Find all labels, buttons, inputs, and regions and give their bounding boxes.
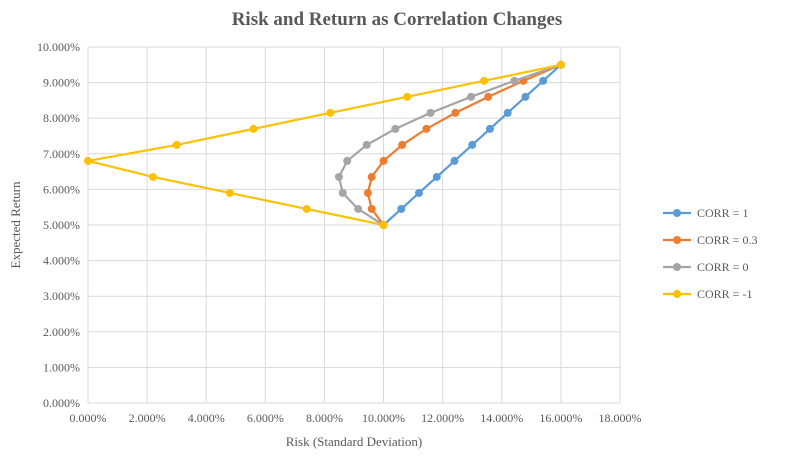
y-tick-label: 1.000% [43, 360, 80, 374]
y-tick-label: 7.000% [43, 147, 80, 161]
data-point [84, 156, 92, 165]
x-tick-label: 10.000% [362, 411, 405, 425]
x-tick-label: 2.000% [129, 411, 166, 425]
data-point [172, 140, 181, 149]
data-point [367, 204, 376, 213]
data-point [510, 76, 519, 85]
series-line [366, 63, 562, 226]
data-point [225, 188, 234, 197]
legend-marker [673, 290, 681, 298]
legend-label: CORR = 0.3 [697, 233, 757, 247]
series-3 [84, 60, 565, 229]
data-point [302, 204, 311, 213]
data-point [556, 60, 565, 69]
data-point [450, 156, 459, 165]
data-point [484, 92, 493, 101]
y-tick-label: 6.000% [43, 182, 80, 196]
y-tick-label: 2.000% [43, 325, 80, 339]
legend-marker [673, 209, 681, 217]
legend-label: CORR = -1 [697, 287, 752, 301]
y-tick-label: 10.000% [37, 40, 80, 54]
chart-title: Risk and Return as Correlation Changes [232, 9, 563, 30]
legend-marker [673, 236, 681, 244]
x-tick-label: 6.000% [247, 411, 284, 425]
series-0 [379, 60, 565, 229]
x-axis-label: Risk (Standard Deviation) [286, 434, 422, 449]
legend-label: CORR = 1 [697, 206, 748, 220]
data-point [363, 188, 372, 197]
data-point [391, 124, 400, 133]
data-point [398, 140, 407, 149]
data-point [379, 156, 388, 165]
data-point [326, 108, 335, 117]
data-point [249, 124, 258, 133]
x-tick-label: 0.000% [70, 411, 107, 425]
y-tick-label: 3.000% [43, 289, 80, 303]
y-tick-label: 9.000% [43, 76, 80, 90]
data-point [480, 76, 489, 85]
y-axis-label: Expected Return [8, 181, 23, 268]
data-point [422, 124, 431, 133]
data-point [397, 204, 406, 213]
data-point [468, 140, 477, 149]
x-tick-label: 8.000% [306, 411, 343, 425]
x-tick-label: 18.000% [599, 411, 642, 425]
y-tick-label: 8.000% [43, 111, 80, 125]
data-point [503, 108, 512, 117]
data-point [485, 124, 494, 133]
data-point [362, 140, 371, 149]
y-tick-label: 5.000% [43, 218, 80, 232]
data-point [343, 156, 352, 165]
data-point [467, 92, 476, 101]
x-tick-label: 16.000% [539, 411, 582, 425]
data-point [379, 221, 388, 229]
data-point [367, 172, 376, 181]
data-point [403, 92, 412, 101]
y-tick-label: 0.000% [43, 396, 80, 410]
data-point [432, 172, 441, 181]
legend-marker [673, 263, 681, 271]
data-point [539, 76, 548, 85]
data-point [149, 172, 158, 181]
data-point [354, 204, 363, 213]
y-tick-label: 4.000% [43, 254, 80, 268]
series-1 [363, 60, 565, 229]
data-point [334, 172, 343, 181]
legend-label: CORR = 0 [697, 260, 748, 274]
data-point [338, 188, 347, 197]
data-point [426, 108, 435, 117]
data-point [415, 188, 424, 197]
x-tick-label: 12.000% [421, 411, 464, 425]
data-point [451, 108, 460, 117]
x-tick-label: 4.000% [188, 411, 225, 425]
x-tick-label: 14.000% [480, 411, 523, 425]
data-point [521, 92, 530, 101]
